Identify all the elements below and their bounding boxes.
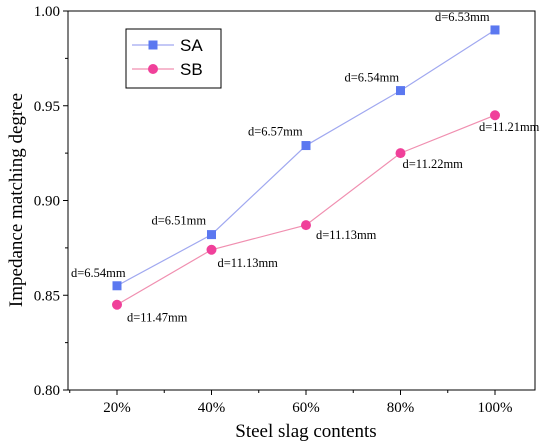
data-labels: d=6.54mm d=6.51mm d=6.57mm d=6.54mm d=6.53mm…: [71, 10, 540, 325]
data-point-sb: [490, 110, 500, 121]
legend-marker-sa: [148, 40, 158, 50]
data-point-sb: [112, 299, 122, 310]
data-point-sb: [301, 220, 311, 231]
data-label-sb: d=11.47mm: [127, 311, 188, 325]
legend: SA SB: [125, 28, 222, 89]
data-label-sa: d=6.54mm: [345, 71, 400, 85]
axes: 0.80 0.85 0.90 0.95 1.00 20% 40% 60% 80% 100%: [34, 4, 536, 416]
series-group: [112, 25, 500, 310]
data-label-sb: d=11.22mm: [403, 157, 464, 171]
data-point-sb: [395, 148, 406, 159]
data-label-sb: d=11.21mm: [479, 120, 540, 134]
data-point-sa: [396, 86, 405, 96]
y-tick-label: 0.80: [34, 383, 60, 399]
data-point-sa: [112, 281, 122, 291]
y-tick-label: 0.95: [34, 99, 60, 115]
data-label-sa: d=6.54mm: [71, 266, 126, 280]
data-label-sa: d=6.51mm: [152, 214, 207, 228]
legend-label-sa: SA: [180, 36, 203, 55]
data-point-sa: [490, 25, 500, 35]
y-axis-title: Impedance matching degree: [6, 93, 27, 307]
legend-label-sb: SB: [180, 60, 203, 79]
x-tick-label: 20%: [103, 400, 131, 416]
x-tick-label: 80%: [387, 400, 415, 416]
y-tick-label: 1.00: [34, 4, 60, 20]
data-label-sb: d=11.13mm: [218, 256, 279, 270]
data-point-sa: [207, 230, 216, 240]
legend-box: [125, 28, 222, 89]
data-label-sa: d=6.53mm: [435, 10, 490, 24]
x-tick-label: 40%: [198, 400, 226, 416]
y-tick-label: 0.90: [34, 194, 60, 210]
x-tick-label: 60%: [292, 400, 320, 416]
data-point-sb: [206, 244, 217, 255]
data-label-sb: d=11.13mm: [316, 228, 377, 242]
x-axis-title: Steel slag contents: [235, 421, 376, 442]
y-tick-label: 0.85: [34, 288, 60, 304]
legend-marker-sb: [148, 64, 158, 74]
x-tick-label: 100%: [478, 400, 513, 416]
data-point-sa: [301, 141, 311, 151]
data-label-sa: d=6.57mm: [248, 125, 303, 139]
